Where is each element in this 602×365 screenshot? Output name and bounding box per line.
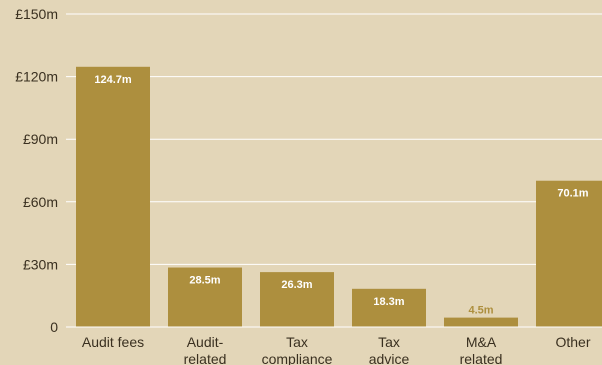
bar — [168, 267, 242, 327]
bar — [76, 66, 150, 327]
x-tick-label: advice — [369, 351, 410, 365]
bar — [352, 288, 426, 327]
bar — [536, 180, 602, 327]
data-label: 26.3m — [281, 279, 312, 291]
bars: 124.7m 28.5m 26.3m 18.3m 4.5m 70.1m — [76, 66, 602, 327]
x-tick-label: Tax — [378, 334, 400, 350]
data-label: 4.5m — [468, 305, 493, 317]
x-axis: Audit fees Audit-relatedTaxcomplianceTaxa… — [66, 326, 602, 365]
x-tick-label: Audit- — [187, 334, 224, 350]
x-tick-label: Other — [555, 334, 590, 350]
x-tick-label: related — [460, 351, 503, 365]
y-tick-label: £150m — [15, 6, 58, 22]
x-tick-label: compliance — [262, 351, 333, 365]
y-tick-label: £30m — [23, 256, 58, 272]
y-tick-label: £120m — [15, 69, 58, 85]
data-label: 124.7m — [94, 74, 132, 86]
data-label: 18.3m — [373, 296, 404, 308]
x-tick-label: Tax — [286, 334, 308, 350]
y-axis: 0 £30m £60m £90m £120m £150m — [15, 6, 58, 335]
y-tick-label: £60m — [23, 194, 58, 210]
x-tick-label: Audit fees — [82, 334, 144, 350]
y-tick-label: 0 — [50, 319, 58, 335]
x-tick-label: M&A — [466, 334, 497, 350]
y-tick-label: £90m — [23, 131, 58, 147]
gridlines — [66, 13, 602, 265]
bar — [260, 272, 334, 327]
x-tick-label: related — [184, 351, 227, 365]
data-label: 28.5m — [189, 275, 220, 287]
bar — [444, 317, 518, 327]
data-label: 70.1m — [557, 188, 588, 200]
